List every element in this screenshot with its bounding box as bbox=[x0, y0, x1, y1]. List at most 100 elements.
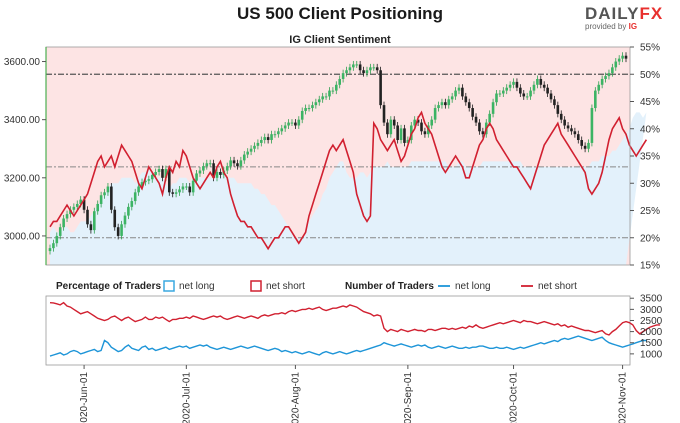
candle-body bbox=[89, 224, 93, 231]
main-panel-axes: 3000.00 3200.00 3400.00 3600.00 15% 20% 25% 30%… bbox=[4, 43, 660, 272]
pct-tick-label: 15% bbox=[640, 261, 660, 272]
date-tick-label: 2020-Oct-01 bbox=[509, 372, 520, 423]
candle-body bbox=[416, 119, 420, 123]
pct-tick-label: 20% bbox=[640, 233, 660, 244]
candle-body bbox=[392, 119, 396, 126]
candle-body bbox=[525, 96, 529, 98]
candle-body bbox=[280, 128, 284, 132]
candle-body bbox=[614, 61, 618, 68]
candle-body bbox=[617, 58, 621, 62]
candle-body bbox=[133, 192, 137, 202]
candle-body bbox=[334, 84, 338, 91]
candle-body bbox=[205, 163, 209, 167]
candle-body bbox=[539, 78, 543, 85]
candle-body bbox=[341, 73, 345, 79]
candle-body bbox=[283, 125, 287, 129]
candle-body bbox=[430, 119, 434, 126]
count-tick-label: 1000 bbox=[640, 349, 663, 360]
candle-body bbox=[389, 119, 393, 135]
candle-body bbox=[495, 93, 498, 103]
chart-subtitle: IG Client Sentiment bbox=[289, 34, 391, 46]
candle-body bbox=[580, 140, 583, 146]
count-tick-label: 3000 bbox=[640, 305, 663, 316]
candle-body bbox=[467, 102, 471, 109]
candle-body bbox=[55, 235, 59, 244]
candle-body bbox=[355, 64, 359, 66]
candle-body bbox=[474, 116, 478, 123]
candle-body bbox=[123, 215, 127, 225]
candle-body bbox=[386, 122, 389, 135]
candle-body bbox=[62, 218, 65, 228]
candle-body bbox=[546, 87, 549, 94]
candle-body bbox=[478, 122, 481, 132]
candle-body bbox=[304, 108, 307, 111]
price-tick-label: 3000.00 bbox=[4, 231, 41, 242]
candle-body bbox=[529, 90, 532, 97]
candle-body bbox=[600, 78, 604, 85]
candle-body bbox=[556, 105, 560, 114]
candle-body bbox=[491, 102, 495, 114]
candle-body bbox=[314, 102, 318, 106]
candle-body bbox=[154, 171, 157, 175]
legend-num-net-long-label: net long bbox=[455, 281, 491, 292]
candle-body bbox=[488, 113, 491, 123]
candle-body bbox=[219, 171, 222, 175]
legend-num-net-short-label: net short bbox=[538, 281, 577, 292]
candle-body bbox=[471, 108, 474, 117]
candle-body bbox=[174, 192, 178, 194]
candle-body bbox=[549, 93, 553, 100]
candle-body bbox=[464, 96, 468, 103]
candle-body bbox=[65, 214, 69, 219]
candle-body bbox=[58, 227, 62, 236]
candle-body bbox=[576, 134, 580, 141]
candle-body bbox=[481, 131, 485, 135]
candle-body bbox=[345, 70, 348, 74]
candle-body bbox=[607, 73, 611, 77]
pct-tick-label: 35% bbox=[640, 152, 660, 163]
candle-body bbox=[512, 81, 515, 85]
candle-body bbox=[444, 102, 447, 106]
logo-provided-by: provided by bbox=[585, 22, 627, 31]
candle-body bbox=[447, 99, 451, 106]
candle-body bbox=[532, 84, 536, 91]
candle-body bbox=[82, 199, 86, 210]
candle-body bbox=[372, 67, 376, 69]
candle-body bbox=[277, 131, 280, 135]
candle-body bbox=[358, 64, 362, 71]
candle-body bbox=[348, 67, 352, 71]
candle-body bbox=[621, 55, 624, 59]
candle-body bbox=[311, 105, 314, 109]
date-tick-label: 2020-Nov-01 bbox=[618, 372, 629, 423]
candle-body bbox=[232, 160, 236, 164]
legend-pct-net-short-swatch bbox=[250, 280, 262, 292]
legend-pct-net-short-label: net short bbox=[266, 281, 305, 292]
date-tick-label: 2020-Jun-01 bbox=[79, 372, 90, 423]
candle-body bbox=[225, 166, 229, 171]
candle-body bbox=[536, 78, 539, 85]
candle-body bbox=[212, 163, 215, 178]
candle-body bbox=[457, 87, 461, 91]
candle-body bbox=[140, 182, 144, 187]
candle-body bbox=[96, 203, 100, 212]
candle-body bbox=[246, 151, 249, 155]
candle-body bbox=[161, 169, 164, 178]
candle-body bbox=[185, 186, 188, 188]
candle-body bbox=[229, 160, 232, 167]
candle-body bbox=[75, 203, 79, 207]
candle-body bbox=[406, 140, 410, 143]
candle-body bbox=[202, 166, 205, 171]
net-short-pct-line bbox=[49, 110, 648, 251]
candle-body bbox=[294, 122, 297, 126]
candle-body bbox=[242, 154, 246, 161]
net-short-count-line bbox=[49, 301, 661, 336]
sub-panel-series bbox=[49, 301, 661, 357]
candle-body bbox=[171, 192, 174, 194]
candle-body bbox=[249, 148, 253, 152]
date-tick-label: 2020-Jul-01 bbox=[181, 372, 192, 423]
candle-body bbox=[147, 179, 151, 181]
candle-body bbox=[72, 206, 76, 210]
count-tick-label: 2500 bbox=[640, 316, 663, 327]
candle-body bbox=[519, 87, 522, 94]
candle-body bbox=[566, 125, 570, 129]
